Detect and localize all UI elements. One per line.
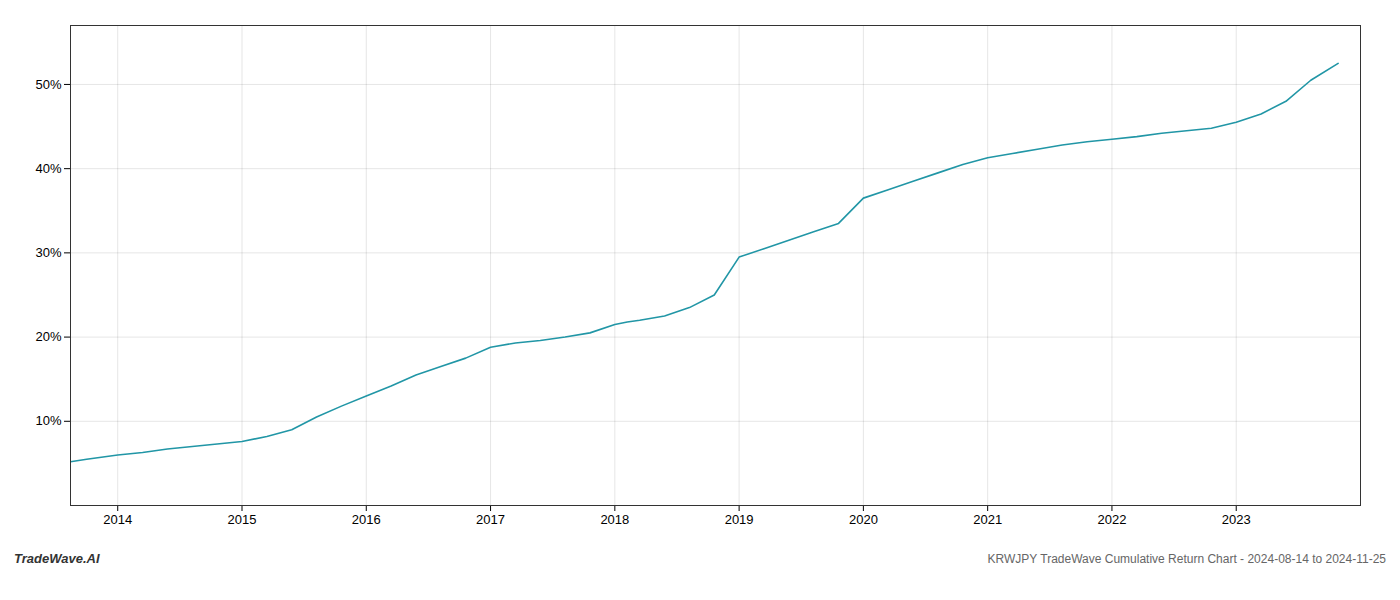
svg-text:2020: 2020	[849, 512, 878, 527]
svg-text:10%: 10%	[35, 413, 61, 428]
svg-text:2021: 2021	[973, 512, 1002, 527]
html-text:TradeWave.AI: TradeWave.AI	[14, 551, 100, 566]
svg-text:2015: 2015	[228, 512, 257, 527]
svg-text:2016: 2016	[352, 512, 381, 527]
svg-text:30%: 30%	[35, 245, 61, 260]
html-text:KRWJPY TradeWave Cumulative Re: KRWJPY TradeWave Cumulative Return Chart…	[987, 552, 1386, 566]
svg-text:2023: 2023	[1222, 512, 1251, 527]
svg-text:20%: 20%	[35, 329, 61, 344]
svg-text:2014: 2014	[103, 512, 132, 527]
svg-text:2018: 2018	[600, 512, 629, 527]
svg-text:2017: 2017	[476, 512, 505, 527]
svg-text:2019: 2019	[725, 512, 754, 527]
svg-text:50%: 50%	[35, 77, 61, 92]
svg-text:2022: 2022	[1097, 512, 1126, 527]
svg-text:40%: 40%	[35, 161, 61, 176]
